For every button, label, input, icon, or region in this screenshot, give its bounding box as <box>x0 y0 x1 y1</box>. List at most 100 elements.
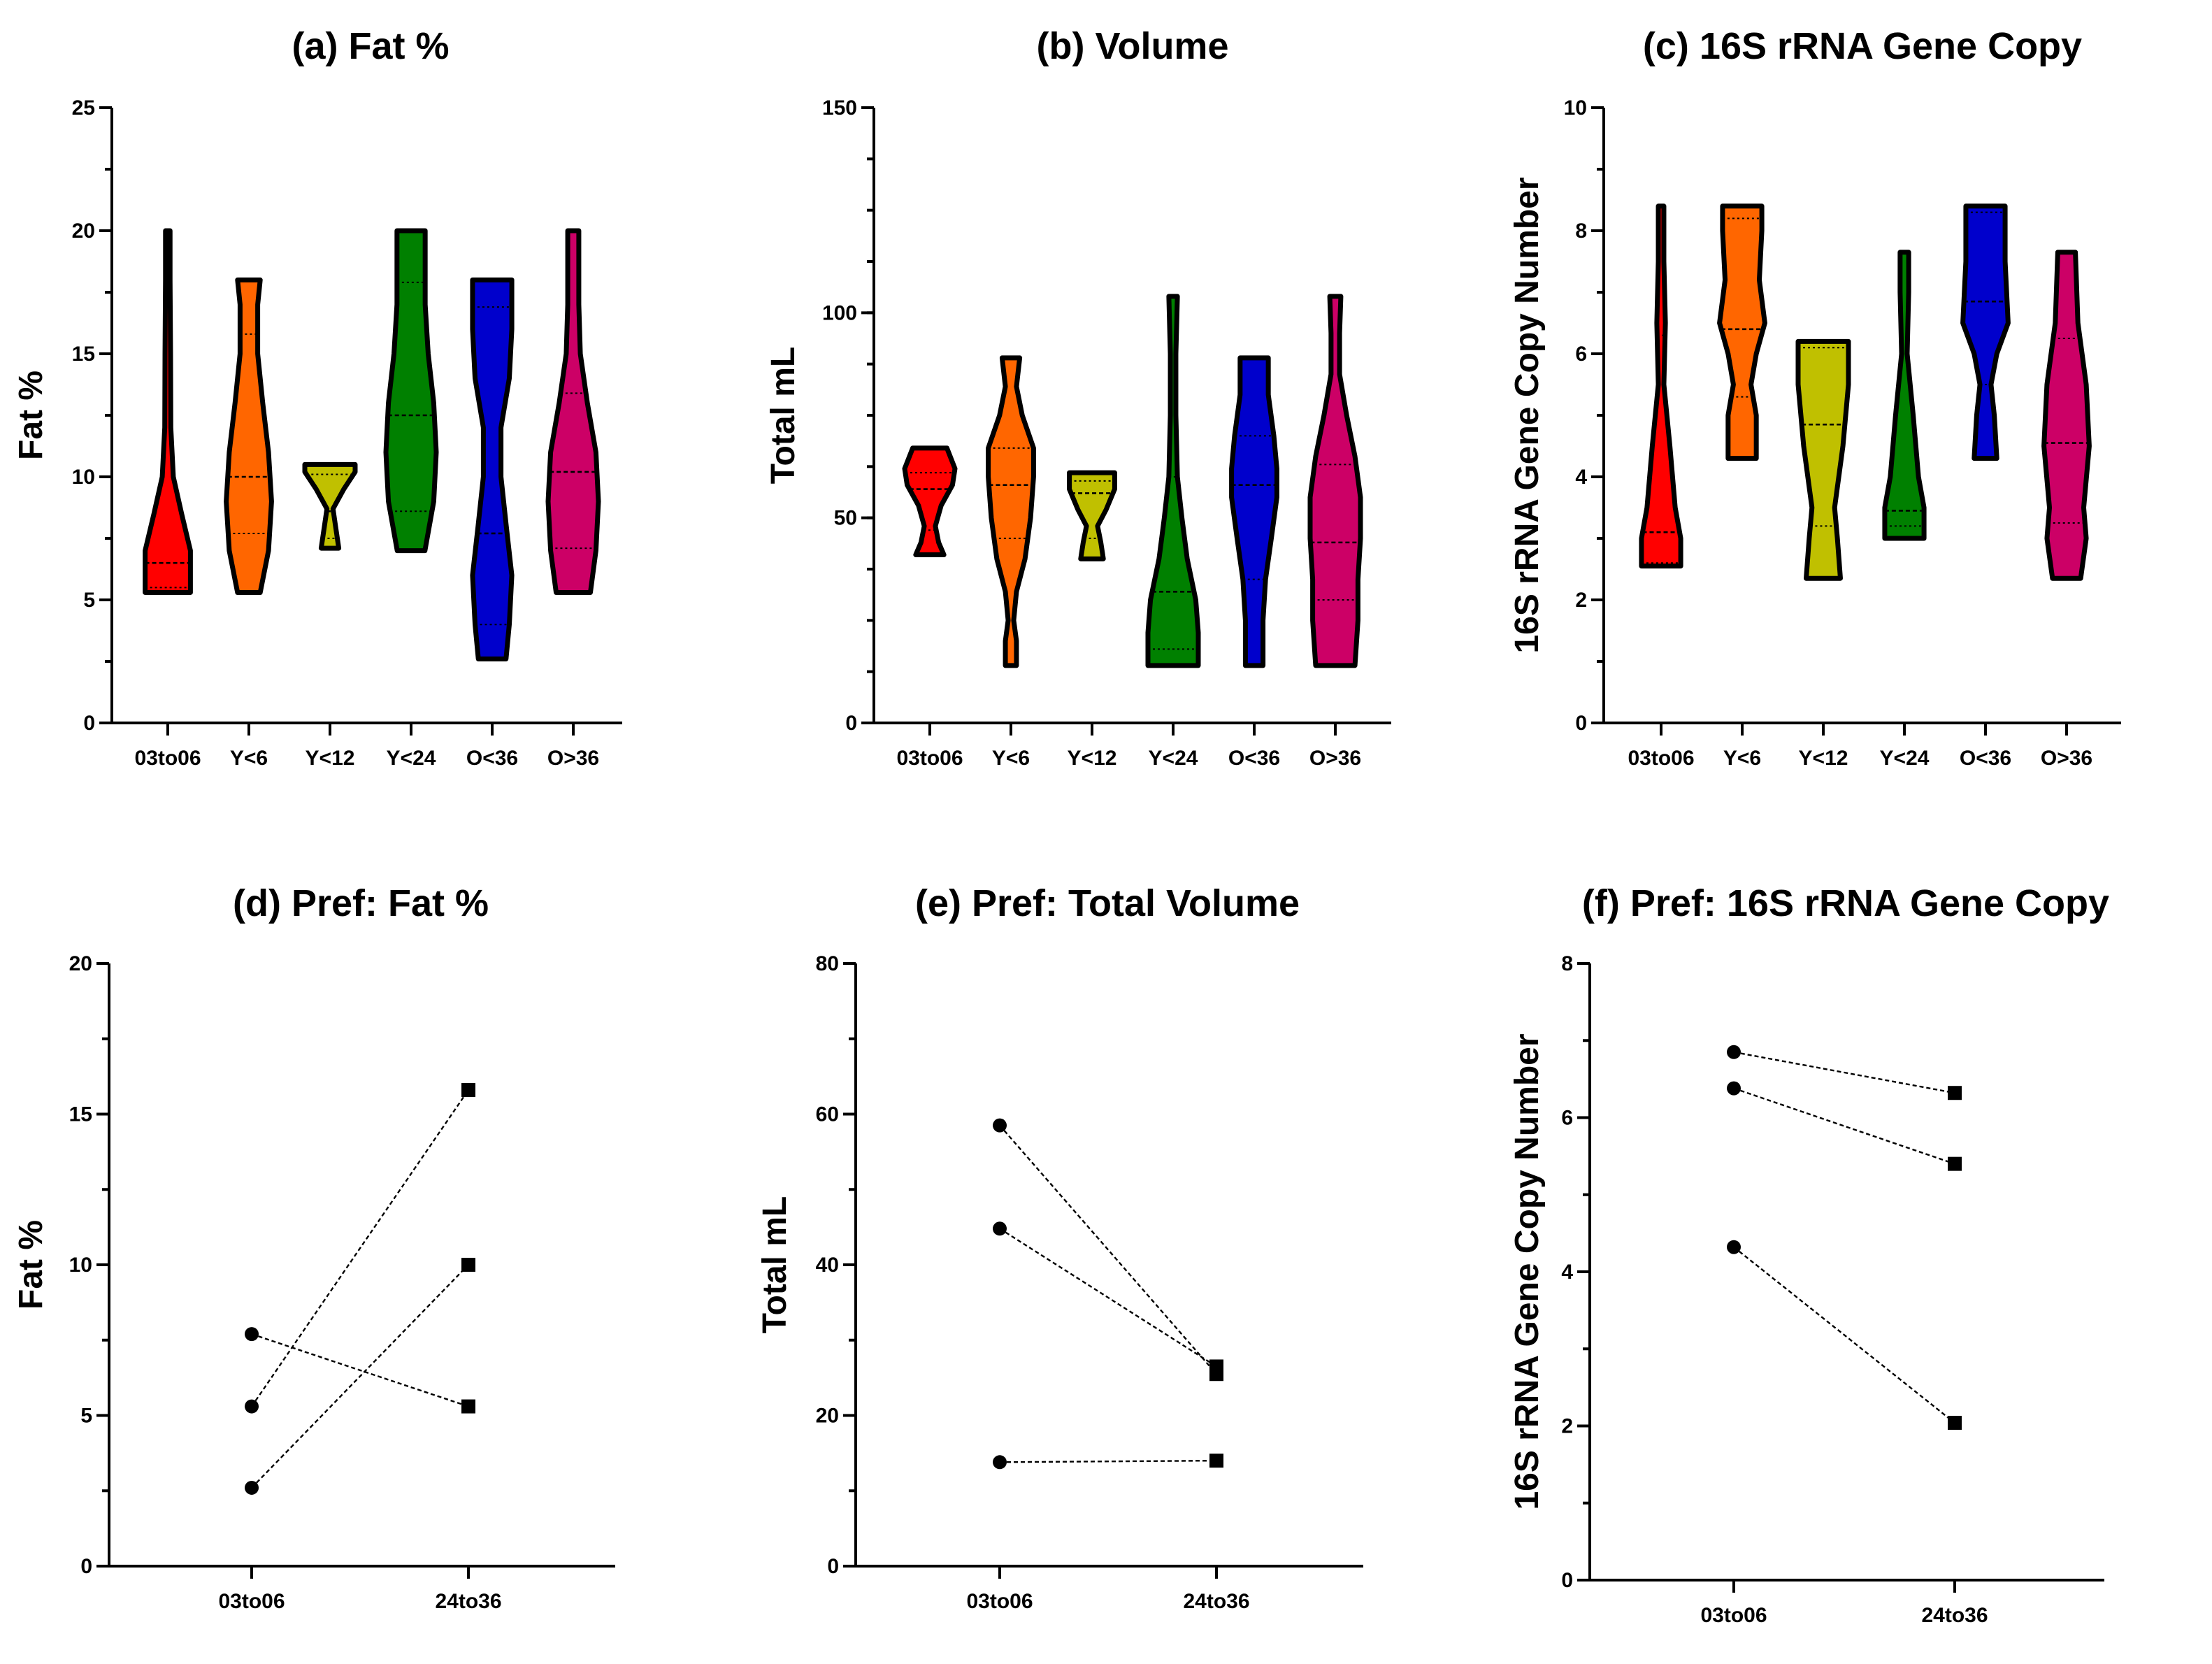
x-tick-label: 03to06 <box>218 1590 285 1613</box>
violin-ylt24 <box>1882 250 1927 541</box>
pair-line <box>999 1124 1217 1375</box>
x-tick-label: 03to06 <box>134 747 201 770</box>
point-24to36 <box>1209 1359 1223 1374</box>
point-24to36 <box>1948 1086 1962 1100</box>
y-tick-label: 8 <box>1575 220 1587 243</box>
violin-olt36 <box>1960 203 2011 461</box>
y-axis-label: Fat % <box>13 371 50 460</box>
y-tick-label: 0 <box>1561 1569 1573 1592</box>
x-tick-label: Y<24 <box>387 747 436 770</box>
y-tick-label: 5 <box>83 589 95 612</box>
y-tick-label: 40 <box>816 1254 839 1277</box>
x-tick-label: Y<6 <box>992 747 1030 770</box>
y-tick-label: 25 <box>72 96 95 120</box>
y-axis-label: Total mL <box>756 1196 793 1333</box>
y-tick-label: 4 <box>1575 466 1587 489</box>
pair-line <box>251 1264 469 1489</box>
panel-f: (f) Pref: 16S rRNA Gene Copy 16S rRNA Gen… <box>1509 882 2109 1627</box>
violin-olt36 <box>1229 355 1279 668</box>
violin-ylt6 <box>986 355 1036 668</box>
y-tick-label: 10 <box>1564 96 1587 120</box>
y-tick-label: 0 <box>845 712 857 735</box>
x-tick-label: Y<24 <box>1880 747 1930 770</box>
y-tick-label: 20 <box>816 1405 839 1428</box>
y-tick-label: 5 <box>80 1405 92 1428</box>
y-tick-label: 15 <box>72 343 95 366</box>
y-tick-label: 10 <box>69 1254 92 1277</box>
y-axis-label: Total mL <box>765 347 802 484</box>
violin-ylt12 <box>1067 470 1117 561</box>
violin-olt36 <box>470 277 515 661</box>
x-tick-label: 03to06 <box>896 747 963 770</box>
point-24to36 <box>461 1258 475 1272</box>
chart-title: (b) Volume <box>1037 25 1229 67</box>
violin-ogt36 <box>1307 294 1363 668</box>
pair-line <box>251 1089 469 1407</box>
point-03to06 <box>993 1455 1007 1470</box>
y-tick-label: 80 <box>816 952 839 975</box>
point-03to06 <box>993 1118 1007 1133</box>
y-axis-label: 16S rRNA Gene Copy Number <box>1509 1033 1546 1509</box>
y-tick-label: 0 <box>827 1555 839 1578</box>
x-tick-label: 24to36 <box>1183 1590 1249 1613</box>
x-tick-label: O>36 <box>547 747 599 770</box>
violin-ylt6 <box>224 277 274 595</box>
violin-03to06 <box>1639 203 1683 569</box>
x-tick-label: 24to36 <box>435 1590 501 1613</box>
x-tick-label: 03to06 <box>1628 747 1694 770</box>
point-24to36 <box>461 1399 475 1414</box>
y-tick-label: 20 <box>72 220 95 243</box>
point-03to06 <box>1727 1045 1741 1059</box>
point-03to06 <box>1727 1081 1741 1096</box>
pair-line <box>999 1228 1217 1368</box>
x-tick-label: O<36 <box>466 747 518 770</box>
chart-title: (d) Pref: Fat % <box>233 882 489 924</box>
x-tick-label: Y<12 <box>1068 747 1117 770</box>
panel-a: (a) Fat % Fat % 0 5 10 15 20 25 03to06 Y<6 Y<12 Y<2… <box>13 25 622 770</box>
y-axis-label: 16S rRNA Gene Copy Number <box>1509 177 1546 653</box>
y-tick-label: 8 <box>1561 952 1573 975</box>
y-tick-label: 0 <box>83 712 95 735</box>
y-axis-label: Fat % <box>13 1220 50 1310</box>
violin-ylt24 <box>1145 294 1201 668</box>
violin-ylt12 <box>1795 338 1851 581</box>
point-03to06 <box>993 1221 1007 1236</box>
x-tick-label: 24to36 <box>1921 1604 1988 1627</box>
y-tick-label: 0 <box>1575 712 1587 735</box>
chart-title: (a) Fat % <box>292 25 449 67</box>
x-tick-label: O>36 <box>1309 747 1361 770</box>
x-tick-label: O<36 <box>1960 747 2011 770</box>
y-tick-label: 100 <box>822 301 857 324</box>
panel-c: (c) 16S rRNA Gene Copy 16S rRNA Gene Copy… <box>1509 25 2121 770</box>
y-tick-label: 60 <box>816 1103 839 1126</box>
x-tick-label: Y<12 <box>306 747 355 770</box>
y-tick-label: 0 <box>80 1555 92 1578</box>
violin-03to06 <box>143 228 193 595</box>
chart-title: (c) 16S rRNA Gene Copy <box>1643 25 2082 67</box>
y-tick-label: 150 <box>822 96 857 120</box>
point-24to36 <box>1948 1156 1962 1171</box>
x-tick-label: Y<6 <box>1723 747 1761 770</box>
panel-e: (e) Pref: Total Volume Total mL 0 20 40 60 80 0… <box>756 882 1363 1613</box>
violin-03to06 <box>902 445 958 557</box>
point-03to06 <box>245 1327 259 1342</box>
violin-ogt36 <box>2041 250 2092 581</box>
x-tick-label: O>36 <box>2041 747 2092 770</box>
y-tick-label: 2 <box>1575 589 1587 612</box>
point-24to36 <box>461 1083 475 1098</box>
y-tick-label: 2 <box>1561 1415 1573 1438</box>
pair-line <box>1733 1051 1955 1094</box>
y-tick-label: 6 <box>1575 343 1587 366</box>
x-tick-label: Y<12 <box>1799 747 1848 770</box>
point-24to36 <box>1209 1454 1223 1468</box>
chart-title: (f) Pref: 16S rRNA Gene Copy <box>1582 882 2109 924</box>
point-24to36 <box>1948 1416 1962 1430</box>
violin-ylt12 <box>302 461 358 551</box>
point-03to06 <box>245 1480 259 1495</box>
x-tick-label: Y<24 <box>1149 747 1198 770</box>
y-tick-label: 4 <box>1561 1261 1573 1284</box>
x-tick-label: 03to06 <box>1700 1604 1767 1627</box>
panel-d: (d) Pref: Fat % Fat % 0 5 10 15 20 03to06 24to36 <box>13 882 615 1613</box>
violin-ylt6 <box>1717 203 1767 461</box>
